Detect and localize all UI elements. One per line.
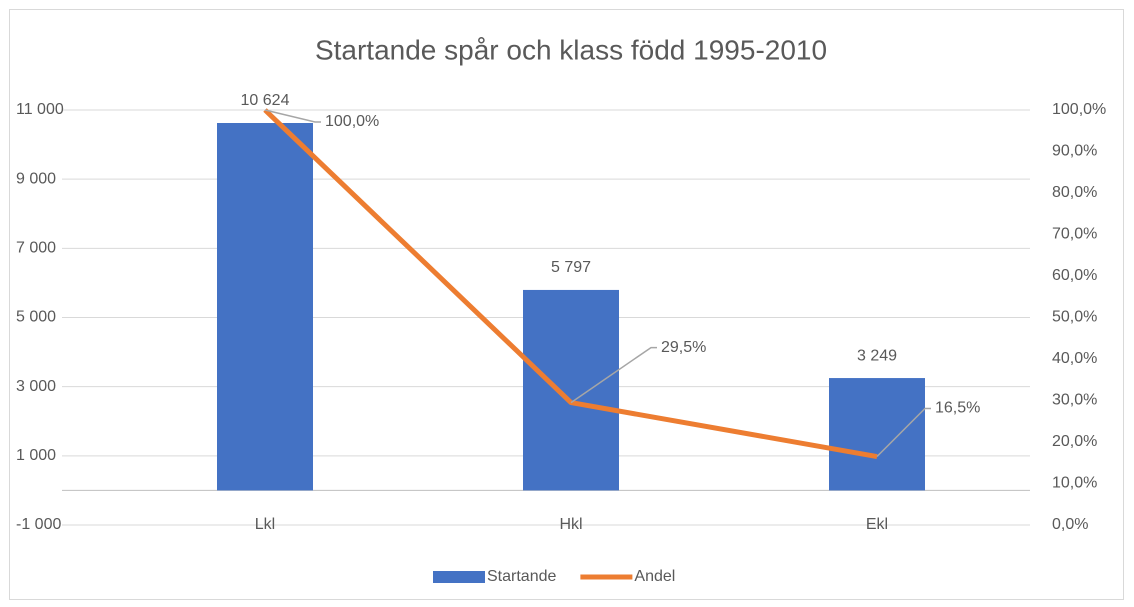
- x-tick-label: Hkl: [559, 516, 582, 533]
- y-tick-label: 9 000: [16, 170, 56, 187]
- leader-line: [876, 407, 931, 458]
- y2-tick-label: 50,0%: [1052, 309, 1097, 326]
- y-tick-label: -1 000: [16, 516, 61, 533]
- y2-tick-label: 30,0%: [1052, 392, 1097, 409]
- y-tick-label: 7 000: [16, 240, 56, 257]
- line-value-label: 29,5%: [661, 339, 706, 356]
- legend-swatch: [433, 571, 485, 583]
- line-value-label: 16,5%: [935, 400, 980, 417]
- y-tick-label: 5 000: [16, 309, 56, 326]
- bar-value-label: 5 797: [551, 259, 591, 276]
- y2-tick-label: 80,0%: [1052, 184, 1097, 201]
- y2-tick-label: 90,0%: [1052, 143, 1097, 160]
- y2-tick-label: 0,0%: [1052, 516, 1088, 533]
- x-tick-label: Ekl: [866, 516, 888, 533]
- y2-tick-label: 70,0%: [1052, 226, 1097, 243]
- legend-label: Startande: [487, 568, 556, 585]
- y2-tick-label: 60,0%: [1052, 267, 1097, 284]
- y2-tick-label: 100,0%: [1052, 101, 1106, 118]
- leader-line: [264, 109, 321, 123]
- y2-tick-label: 10,0%: [1052, 475, 1097, 492]
- leader-line: [570, 346, 657, 404]
- y2-tick-label: 40,0%: [1052, 350, 1097, 367]
- bar: [523, 289, 619, 491]
- y-tick-label: 3 000: [16, 378, 56, 395]
- y-tick-label: 1 000: [16, 447, 56, 464]
- y2-tick-label: 20,0%: [1052, 433, 1097, 450]
- x-tick-label: Lkl: [255, 516, 275, 533]
- bar-value-label: 10 624: [241, 92, 290, 109]
- bar: [829, 378, 925, 491]
- chart-title: Startande spår och klass född 1995-2010: [315, 34, 827, 65]
- legend-label: Andel: [634, 568, 675, 585]
- bar-value-label: 3 249: [857, 347, 897, 364]
- line-value-label: 100,0%: [325, 113, 379, 130]
- bar: [217, 123, 313, 491]
- y-tick-label: 11 000: [16, 101, 64, 118]
